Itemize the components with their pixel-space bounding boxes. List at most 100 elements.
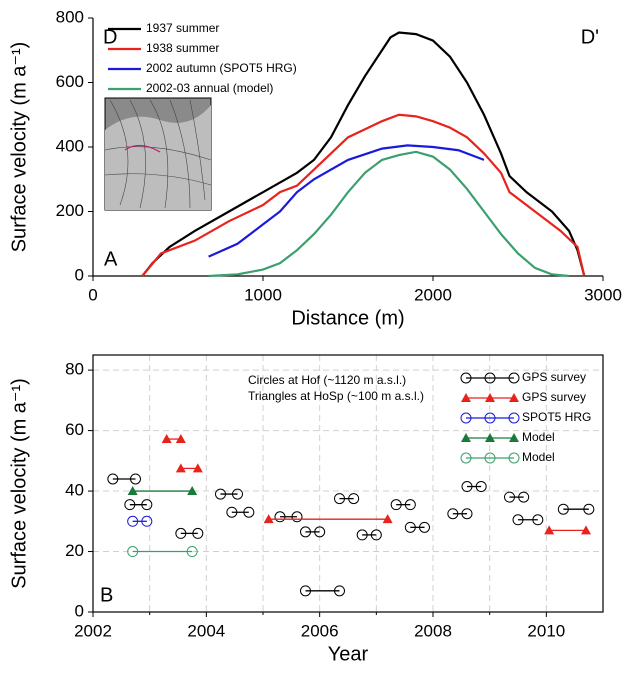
line	[208, 150, 570, 278]
marker	[404, 521, 416, 533]
marker	[370, 529, 382, 541]
marker	[348, 493, 360, 505]
marker	[232, 488, 243, 500]
marker	[404, 499, 416, 511]
marker	[512, 514, 524, 526]
marker	[243, 506, 255, 518]
marker	[192, 463, 203, 473]
x-axis-title: Distance (m)	[291, 307, 404, 329]
panel-label: D'	[581, 26, 599, 48]
marker	[461, 481, 473, 493]
marker	[356, 529, 368, 541]
x-axis-title: Year	[328, 643, 369, 665]
marker	[130, 473, 141, 485]
marker	[460, 412, 472, 424]
y-tick-label: 600	[56, 72, 84, 91]
y-tick-label: 400	[56, 136, 84, 155]
marker	[192, 527, 204, 539]
legend-label: SPOT5 HRG	[522, 410, 591, 424]
marker	[419, 521, 430, 533]
marker	[263, 514, 274, 524]
marker	[127, 486, 138, 496]
marker	[583, 503, 595, 515]
panel-label: B	[100, 584, 113, 606]
legend-label: 2002-03 annual (model)	[146, 81, 273, 95]
marker	[447, 508, 459, 520]
y-axis-title: Surface velocity (m a⁻¹)	[8, 378, 30, 589]
marker	[485, 393, 495, 402]
marker	[509, 433, 519, 442]
marker	[557, 503, 569, 515]
marker	[300, 585, 311, 597]
marker	[460, 452, 472, 464]
x-tick-label: 2010	[527, 621, 565, 640]
y-tick-label: 0	[75, 601, 84, 620]
legend-label: Model	[522, 450, 555, 464]
annotation: Triangles at HoSp (~100 m a.s.l.)	[248, 389, 424, 403]
marker	[475, 481, 487, 493]
inset-map	[104, 97, 212, 211]
marker	[532, 514, 544, 526]
legend-label: GPS survey	[522, 390, 586, 404]
y-tick-label: 200	[56, 201, 84, 220]
legend-label: GPS survey	[522, 370, 586, 384]
plot-frame	[92, 354, 604, 613]
y-tick-label: 40	[65, 481, 84, 500]
legend-label: 1938 summer	[146, 41, 219, 55]
marker	[504, 491, 515, 503]
line	[208, 144, 485, 258]
marker	[187, 486, 198, 496]
x-tick-label: 2002	[74, 621, 112, 640]
marker	[274, 511, 286, 523]
marker	[484, 372, 496, 384]
x-tick-label: 3000	[584, 285, 622, 304]
panel-label: A	[104, 248, 118, 270]
line	[141, 31, 586, 277]
marker	[127, 546, 139, 558]
marker	[509, 393, 519, 402]
x-tick-label: 2008	[414, 621, 452, 640]
marker	[334, 493, 345, 505]
y-tick-label: 800	[56, 7, 84, 26]
marker	[175, 463, 186, 473]
marker	[508, 412, 520, 424]
marker	[161, 434, 172, 444]
legend-label: Model	[522, 430, 555, 444]
y-tick-label: 20	[65, 541, 84, 560]
marker	[175, 434, 186, 444]
marker	[484, 412, 496, 424]
y-axis-title: Surface velocity (m a⁻¹)	[8, 42, 30, 253]
marker	[461, 508, 473, 520]
marker	[461, 433, 471, 442]
marker	[141, 499, 153, 511]
marker	[141, 515, 153, 527]
marker	[175, 527, 187, 539]
x-tick-label: 2000	[414, 285, 452, 304]
marker	[107, 473, 119, 485]
marker	[485, 433, 495, 442]
y-tick-label: 0	[75, 265, 84, 284]
line	[141, 113, 586, 277]
marker	[544, 525, 555, 535]
marker	[300, 526, 311, 538]
marker	[291, 511, 303, 523]
x-tick-label: 2004	[187, 621, 225, 640]
marker	[508, 372, 520, 384]
x-tick-label: 0	[88, 285, 97, 304]
legend-label: 1937 summer	[146, 21, 219, 35]
marker	[215, 488, 226, 500]
legend-label: 2002 autumn (SPOT5 HRG)	[146, 61, 297, 75]
marker	[124, 499, 136, 511]
x-tick-label: 1000	[244, 285, 282, 304]
marker	[314, 526, 326, 538]
marker	[484, 452, 496, 464]
marker	[508, 452, 520, 464]
marker	[186, 546, 198, 558]
marker	[382, 514, 393, 524]
marker	[460, 372, 472, 384]
marker	[390, 499, 402, 511]
x-tick-label: 2006	[301, 621, 339, 640]
y-tick-label: 60	[65, 420, 84, 439]
panel-label: D	[103, 26, 117, 48]
